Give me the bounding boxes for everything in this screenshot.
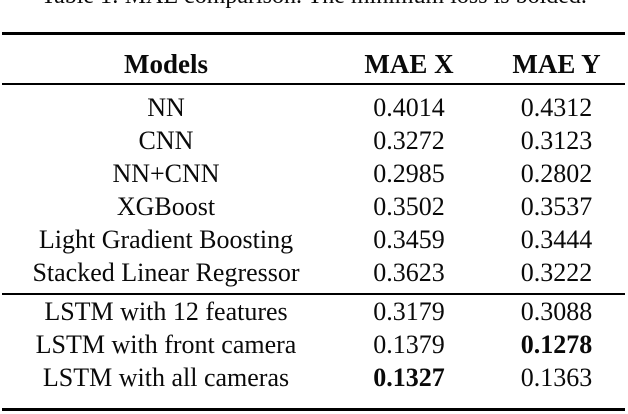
table-row: NN+CNN 0.2985 0.2802: [2, 157, 625, 190]
mae-x-cell: 0.3179: [373, 297, 445, 326]
table-row: LSTM with front camera 0.1379 0.1278: [2, 328, 625, 361]
table-section-lstm-models: LSTM with 12 features 0.3179 0.3088 LSTM…: [2, 295, 625, 394]
table-header-row: Models MAE X MAE Y: [2, 34, 625, 81]
model-cell: LSTM with front camera: [35, 330, 297, 359]
table-header-midrule: [2, 83, 625, 85]
mae-y-cell: 0.3088: [520, 297, 593, 326]
mae-x-cell: 0.1379: [373, 330, 445, 359]
model-cell: NN+CNN: [112, 159, 220, 188]
mae-y-cell: 0.3444: [520, 225, 593, 254]
mae-y-cell: 0.2802: [520, 159, 593, 188]
model-cell: CNN: [138, 126, 194, 155]
table-section-classic-models: NN 0.4014 0.4312 CNN 0.3272 0.3123 NN+CN…: [2, 91, 625, 289]
table-row: NN 0.4014 0.4312: [2, 91, 625, 124]
mae-x-cell: 0.3272: [373, 126, 445, 155]
header-mae-y: MAE Y: [512, 49, 601, 79]
header-mae-x: MAE X: [364, 49, 454, 79]
model-cell: LSTM with all cameras: [42, 363, 290, 392]
mae-x-cell: 0.4014: [373, 93, 445, 122]
mae-x-cell: 0.2985: [373, 159, 445, 188]
header-models: Models: [124, 49, 208, 79]
mae-y-cell: 0.4312: [520, 93, 593, 122]
table-caption: Table 1: MAE comparison. The minimum los…: [0, 0, 628, 11]
mae-x-cell: 0.3502: [373, 192, 445, 221]
table-row: XGBoost 0.3502 0.3537: [2, 190, 625, 223]
table-bottomrule: [2, 408, 625, 411]
model-cell: Stacked Linear Regressor: [32, 258, 300, 287]
model-cell: NN: [147, 93, 185, 122]
table-section-midrule: [2, 293, 625, 295]
mae-x-cell: 0.1327: [373, 363, 445, 392]
table-toprule: [2, 32, 625, 35]
table-row: LSTM with 12 features 0.3179 0.3088: [2, 295, 625, 328]
mae-y-cell: 0.3123: [520, 126, 593, 155]
model-cell: XGBoost: [116, 192, 216, 221]
table-row: Stacked Linear Regressor 0.3623 0.3222: [2, 256, 625, 289]
mae-y-cell: 0.3222: [520, 258, 593, 287]
mae-y-cell: 0.1278: [520, 330, 593, 359]
mae-x-cell: 0.3459: [373, 225, 445, 254]
table-row: CNN 0.3272 0.3123: [2, 124, 625, 157]
mae-y-cell: 0.3537: [520, 192, 593, 221]
table-row: Light Gradient Boosting 0.3459 0.3444: [2, 223, 625, 256]
model-cell: Light Gradient Boosting: [38, 225, 294, 254]
model-cell: LSTM with 12 features: [44, 297, 288, 326]
table-row: LSTM with all cameras 0.1327 0.1363: [2, 361, 625, 394]
mae-y-cell: 0.1363: [520, 363, 593, 392]
mae-x-cell: 0.3623: [373, 258, 445, 287]
